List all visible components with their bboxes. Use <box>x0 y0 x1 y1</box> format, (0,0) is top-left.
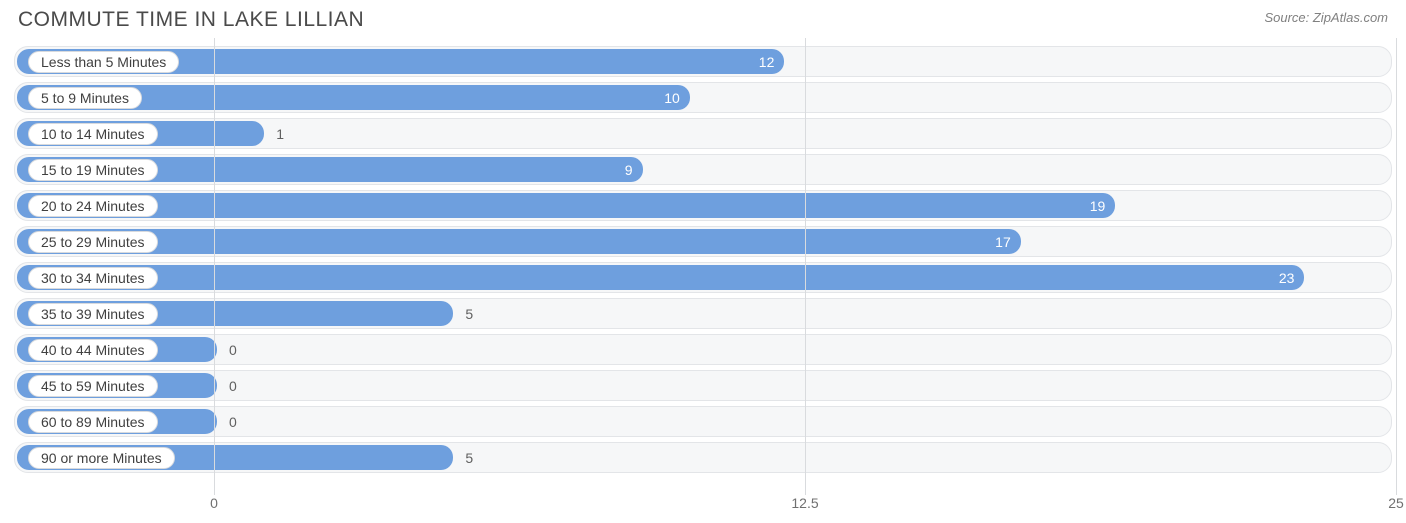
x-tick-label: 0 <box>210 495 218 511</box>
bar-track <box>14 370 1392 401</box>
category-label-pill: 30 to 34 Minutes <box>28 267 158 289</box>
bar-row: 60 to 89 Minutes 0 <box>14 406 1392 437</box>
bar-row: 12 Less than 5 Minutes <box>14 46 1392 77</box>
chart-plot-area: 12Less than 5 Minutes105 to 9 Minutes10 … <box>14 46 1392 489</box>
bar-value: 1 <box>276 126 284 142</box>
gridline <box>1396 38 1397 495</box>
bar-value: 0 <box>229 342 237 358</box>
gridline <box>214 38 215 495</box>
category-label-pill: 90 or more Minutes <box>28 447 175 469</box>
bar-track <box>14 334 1392 365</box>
bar-value: 23 <box>1279 270 1295 286</box>
category-label-pill: 10 to 14 Minutes <box>28 123 158 145</box>
x-axis: 012.525 <box>14 493 1392 517</box>
bar-row: 23 30 to 34 Minutes <box>14 262 1392 293</box>
category-label-pill: 20 to 24 Minutes <box>28 195 158 217</box>
bar: 19 <box>17 193 1115 218</box>
bar-value: 5 <box>465 450 473 466</box>
bar-value: 10 <box>664 90 680 106</box>
category-label-pill: 35 to 39 Minutes <box>28 303 158 325</box>
bar-row: 17 25 to 29 Minutes <box>14 226 1392 257</box>
bar-row: 9 15 to 19 Minutes <box>14 154 1392 185</box>
bar-value: 9 <box>625 162 633 178</box>
bar-value: 19 <box>1090 198 1106 214</box>
bar-row: 10 5 to 9 Minutes <box>14 82 1392 113</box>
bar-track <box>14 406 1392 437</box>
bar-value: 0 <box>229 414 237 430</box>
category-label-pill: 40 to 44 Minutes <box>28 339 158 361</box>
bar-value: 5 <box>465 306 473 322</box>
category-label-pill: 25 to 29 Minutes <box>28 231 158 253</box>
bar: 17 <box>17 229 1021 254</box>
category-label-pill: 5 to 9 Minutes <box>28 87 142 109</box>
bar-value: 0 <box>229 378 237 394</box>
bar-value: 12 <box>759 54 775 70</box>
chart-source: Source: ZipAtlas.com <box>1264 8 1388 25</box>
bar: 23 <box>17 265 1304 290</box>
category-label-pill: Less than 5 Minutes <box>28 51 179 73</box>
bar-row: 40 to 44 Minutes 0 <box>14 334 1392 365</box>
category-label-pill: 60 to 89 Minutes <box>28 411 158 433</box>
category-label-pill: 15 to 19 Minutes <box>28 159 158 181</box>
bar-value: 17 <box>995 234 1011 250</box>
bar-row: 10 to 14 Minutes 1 <box>14 118 1392 149</box>
x-tick-label: 25 <box>1388 495 1404 511</box>
bar-row: 45 to 59 Minutes 0 <box>14 370 1392 401</box>
bar-row: 90 or more Minutes 5 <box>14 442 1392 473</box>
bar-row: 19 20 to 24 Minutes <box>14 190 1392 221</box>
bar-row: 35 to 39 Minutes 5 <box>14 298 1392 329</box>
chart-header: COMMUTE TIME IN LAKE LILLIAN Source: Zip… <box>0 0 1406 32</box>
x-tick-label: 12.5 <box>791 495 818 511</box>
category-label-pill: 45 to 59 Minutes <box>28 375 158 397</box>
chart-title: COMMUTE TIME IN LAKE LILLIAN <box>18 8 364 32</box>
gridline <box>805 38 806 495</box>
